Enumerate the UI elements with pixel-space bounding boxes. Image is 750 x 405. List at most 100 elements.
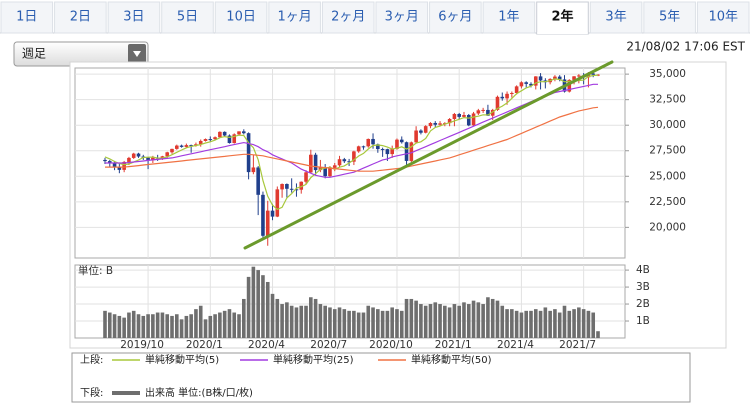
volume-bar xyxy=(194,309,198,338)
volume-bar xyxy=(510,309,514,338)
tab-label[interactable]: 1ヶ月 xyxy=(278,10,312,25)
candle-body xyxy=(347,161,351,163)
legend-lower-title: 下段: xyxy=(80,386,103,399)
tab[interactable] xyxy=(482,1,536,34)
candle-body xyxy=(433,122,438,125)
tab[interactable] xyxy=(321,1,375,34)
volume-bar xyxy=(409,298,414,338)
dropdown-arrow[interactable] xyxy=(133,51,141,57)
tab-label[interactable]: 3日 xyxy=(123,10,144,25)
volume-bar xyxy=(222,310,227,338)
y-tick-label: 2B xyxy=(636,298,650,310)
tab-label[interactable]: 3年 xyxy=(605,10,626,25)
x-tick-label: 2020/4 xyxy=(248,339,285,351)
volume-bar xyxy=(380,310,385,338)
candle-body xyxy=(428,122,433,127)
candle-body xyxy=(218,131,222,138)
candle-body xyxy=(136,153,141,157)
candle-body xyxy=(481,109,485,111)
tab-label[interactable]: 5年 xyxy=(659,10,680,25)
tab[interactable] xyxy=(107,1,161,34)
volume-bar xyxy=(237,314,241,338)
volume-bar xyxy=(572,309,576,338)
candle-body xyxy=(332,165,337,168)
candle-body xyxy=(390,148,394,155)
candle-body xyxy=(510,92,514,94)
volume-bar xyxy=(524,310,529,338)
candle-body xyxy=(117,167,122,170)
candle-body xyxy=(270,210,275,217)
candle-body xyxy=(524,82,529,84)
candle-body xyxy=(170,148,174,153)
tab[interactable] xyxy=(54,1,107,34)
tab[interactable] xyxy=(696,1,750,34)
dropdown-text[interactable]: 週足 xyxy=(22,47,46,61)
candle-body xyxy=(447,119,452,124)
volume-bar xyxy=(366,305,371,338)
tab-label[interactable]: 10年 xyxy=(708,10,738,25)
tab[interactable] xyxy=(429,1,482,34)
candle-body xyxy=(309,154,313,173)
volume-bar xyxy=(208,315,213,338)
volume-bar xyxy=(184,315,189,338)
volume-bar xyxy=(342,309,347,338)
period-dropdown[interactable]: 週足 xyxy=(13,41,149,67)
tab-label[interactable]: 2年 xyxy=(551,9,573,25)
volume-bar xyxy=(318,304,323,338)
y-tick-label: 32,500 xyxy=(649,94,686,106)
tab-label[interactable]: 2日 xyxy=(70,10,91,25)
candle-body xyxy=(131,153,136,158)
volume-bar xyxy=(275,298,280,338)
y-tick-label: 1B xyxy=(636,315,650,327)
candle-body xyxy=(208,139,213,141)
candle-body xyxy=(423,126,428,133)
volume-bar xyxy=(533,309,538,338)
volume-panel: 1B 2B 3B 4B 2019/10 2020/1 2020/4 2020/7 2020/10… xyxy=(75,264,650,351)
candle-body xyxy=(112,163,117,168)
volume-bar xyxy=(428,304,433,338)
candle-body xyxy=(242,131,246,134)
tab[interactable] xyxy=(214,1,268,34)
tab[interactable] xyxy=(643,1,696,34)
volume-bar xyxy=(457,305,461,338)
candle-body xyxy=(122,161,126,170)
candle-body xyxy=(452,113,457,120)
candle-body xyxy=(323,167,327,177)
volume-bar xyxy=(323,305,327,338)
volume-bar xyxy=(438,304,442,338)
volume-bar xyxy=(146,314,150,338)
candle-body xyxy=(165,152,170,157)
tab[interactable] xyxy=(375,1,429,34)
legend-label: 単純移動平均(5) xyxy=(145,353,219,366)
tab-label[interactable]: 6ヶ月 xyxy=(438,10,472,25)
volume-bar xyxy=(553,309,557,338)
tab[interactable] xyxy=(589,1,643,34)
tab-active[interactable] xyxy=(536,1,589,35)
tab[interactable] xyxy=(268,1,321,34)
candle-body xyxy=(304,172,308,182)
y-tick-label: 35,000 xyxy=(649,68,686,80)
tab-label[interactable]: 3ヶ月 xyxy=(385,10,419,25)
tab-label[interactable]: 5日 xyxy=(177,10,198,25)
tab-label[interactable]: 1日 xyxy=(16,10,37,25)
volume-bar xyxy=(490,298,495,338)
volume-bar xyxy=(294,307,299,338)
volume-bar xyxy=(141,315,146,338)
candle-body xyxy=(337,159,342,166)
volume-bar xyxy=(433,302,438,338)
tab-label[interactable]: 1年 xyxy=(498,10,519,25)
tab-label[interactable]: 10日 xyxy=(226,10,256,25)
volume-bar xyxy=(122,317,126,338)
volume-bar xyxy=(519,312,524,338)
tab-label[interactable]: 2ヶ月 xyxy=(331,10,365,25)
candle-body xyxy=(194,144,198,146)
moving-average-line xyxy=(105,83,598,178)
tab[interactable] xyxy=(0,1,54,34)
candle-body xyxy=(380,149,385,151)
y-tick-label: 3B xyxy=(636,281,650,293)
candle-body xyxy=(352,151,356,162)
volume-bar xyxy=(270,293,275,338)
tab[interactable] xyxy=(161,1,214,34)
